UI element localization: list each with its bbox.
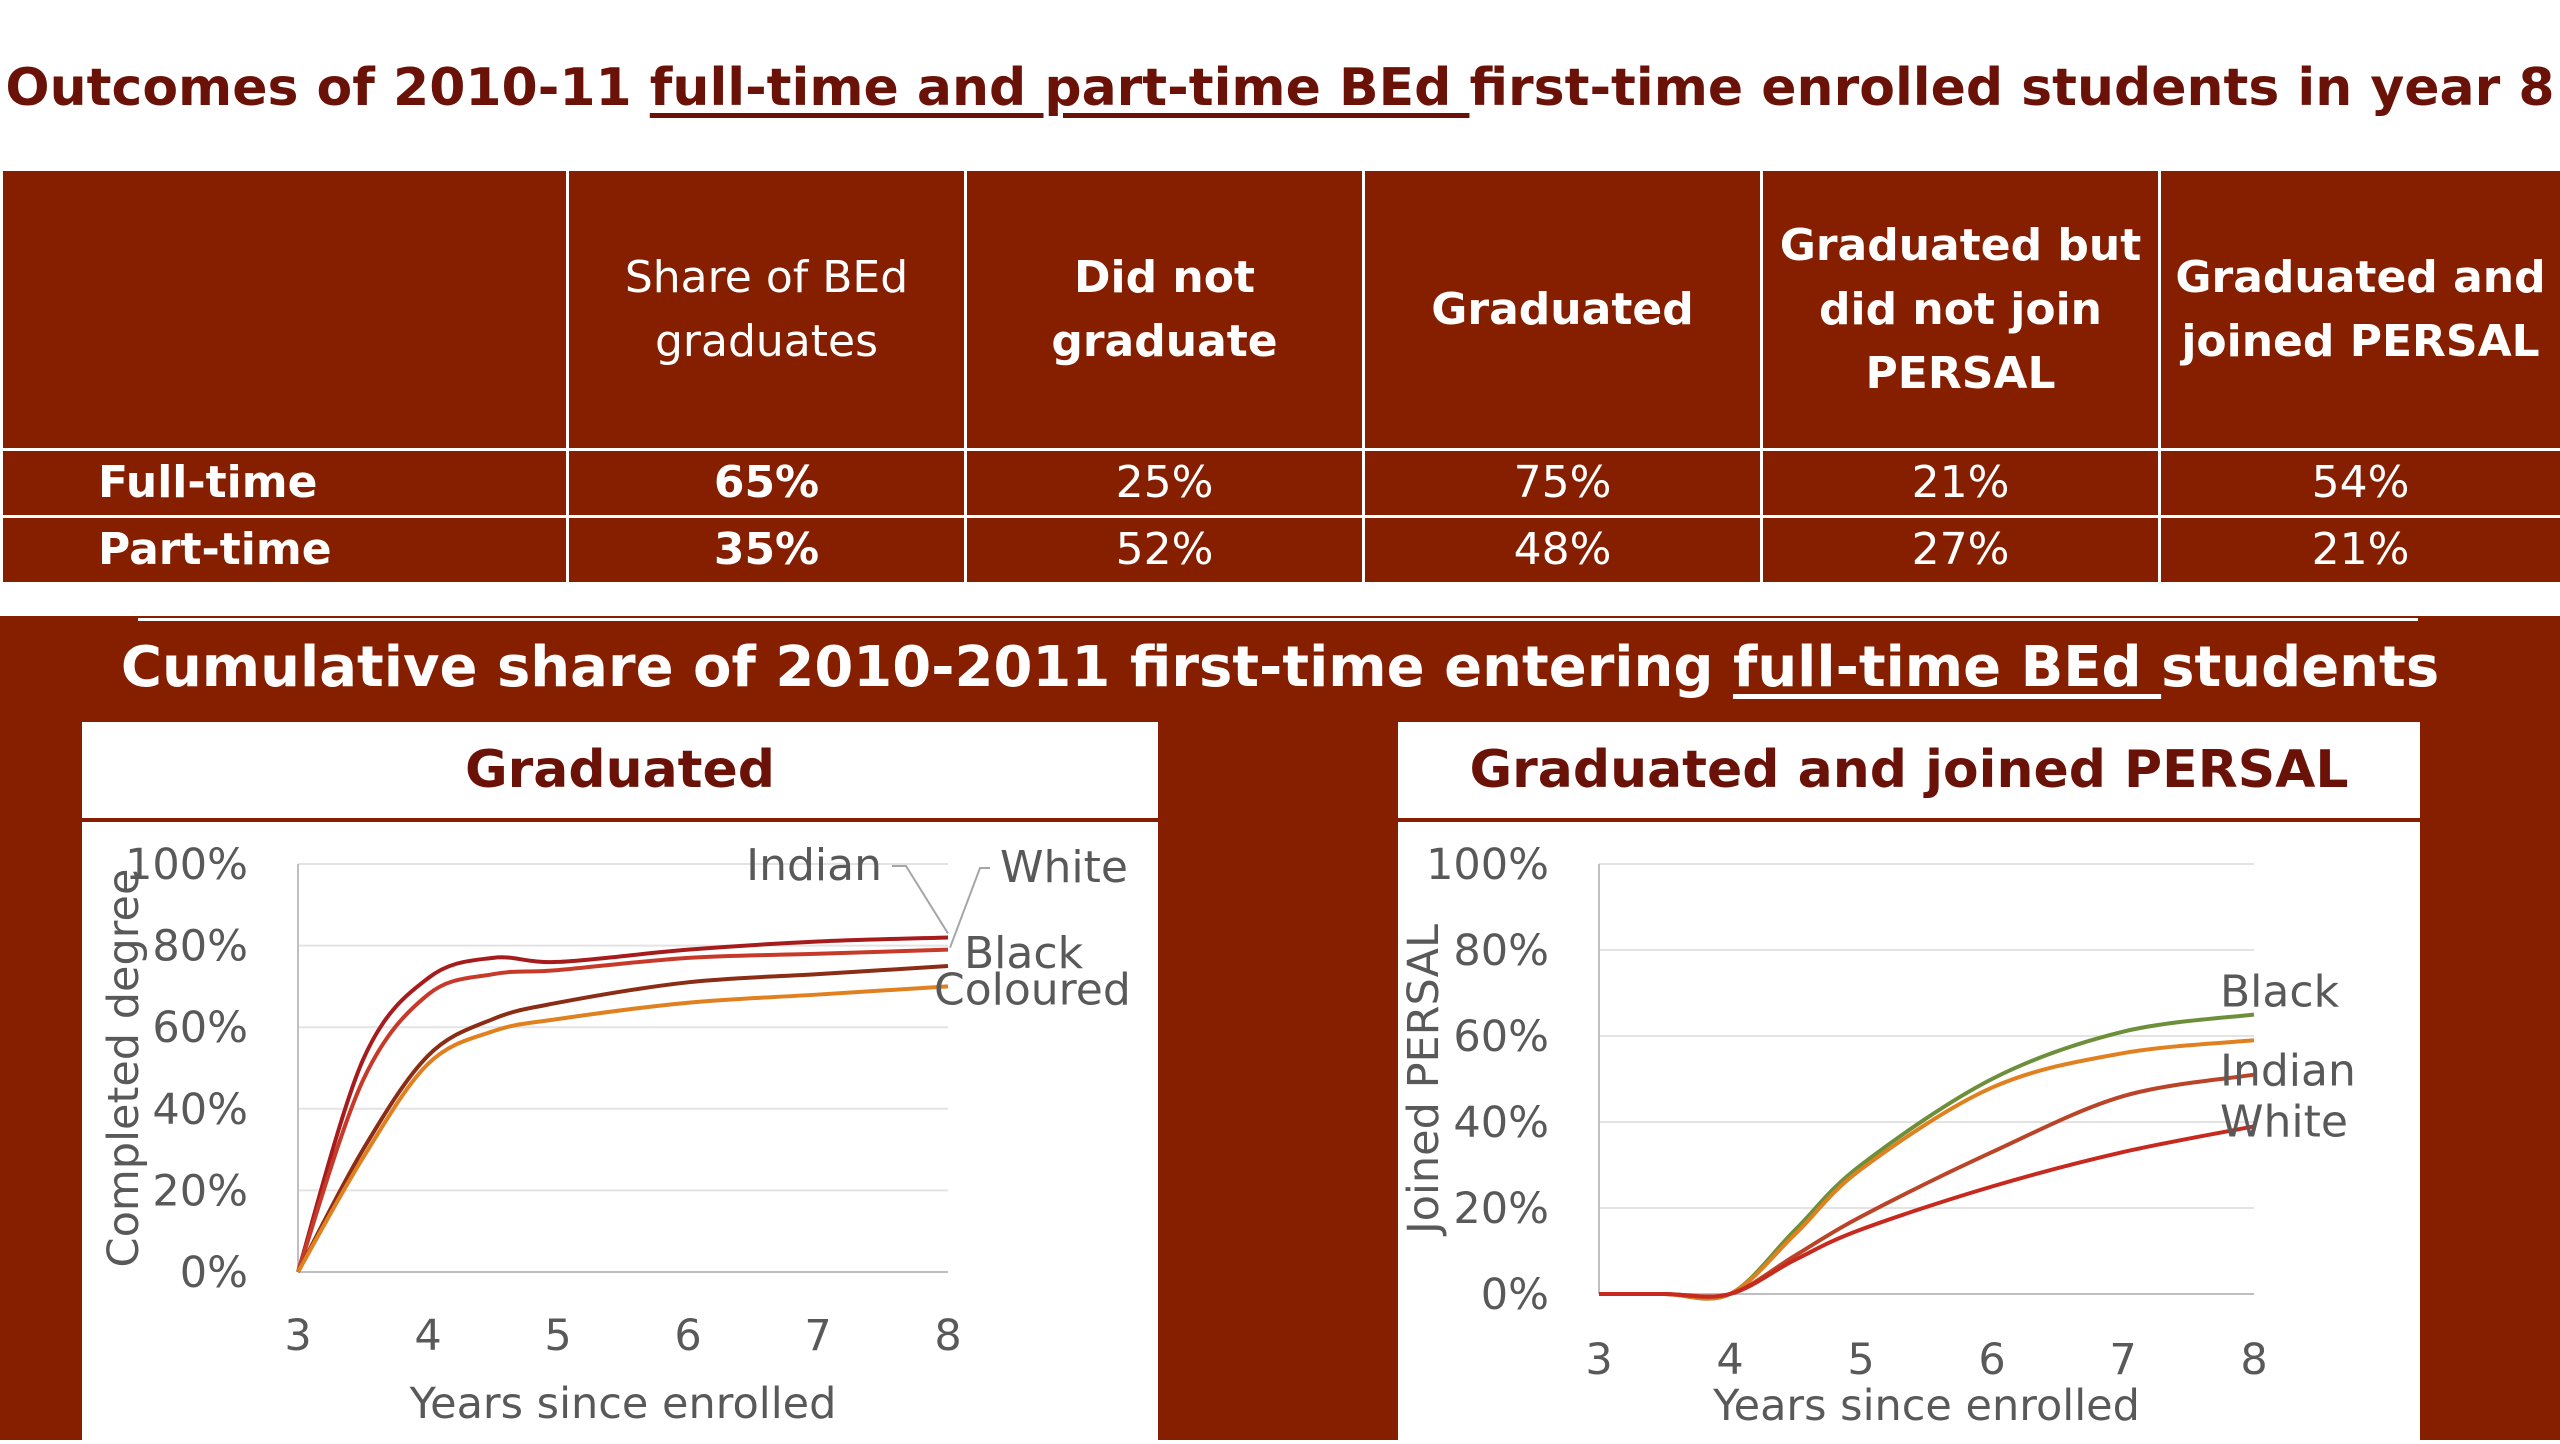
page-title: Outcomes of 2010-11 full-time and part-t… [0, 58, 2560, 118]
table-cell: 65% [568, 450, 966, 517]
row-label: Full-time [2, 450, 568, 517]
series-line-unlabelled [1599, 1126, 2254, 1296]
table-cell: 21% [2160, 517, 2560, 584]
table-cell: 25% [966, 450, 1364, 517]
series-label: Coloured [934, 964, 1131, 1015]
chart-title-persal: Graduated and joined PERSAL [1398, 722, 2420, 822]
y-tick-label: 100% [1426, 840, 1549, 890]
section-title-part: Cumulative share of 2010-2011 first-time… [121, 635, 1733, 700]
table-cell: 21% [1762, 450, 2160, 517]
x-tick-label: 6 [674, 1311, 701, 1361]
title-part: Outcomes of 2010-11 [5, 58, 649, 118]
table-cell: 48% [1364, 517, 1762, 584]
header-cell: Graduated [1364, 170, 1762, 450]
table-cell: 54% [2160, 450, 2560, 517]
x-tick-label: 8 [934, 1311, 961, 1361]
y-tick-label: 40% [152, 1085, 248, 1135]
series-label: Black [2220, 967, 2340, 1018]
x-tick-label: 5 [1847, 1335, 1874, 1385]
y-tick-label: 20% [152, 1166, 248, 1216]
section-title-underlined: full-time BEd [1733, 635, 2161, 700]
x-tick-label: 5 [544, 1311, 571, 1361]
y-tick-label: 0% [1481, 1270, 1549, 1320]
x-tick-label: 8 [2240, 1335, 2267, 1385]
row-label: Part-time [2, 517, 568, 584]
table-row: Part-time 35% 52% 48% 27% 21% [2, 517, 2560, 584]
x-tick-label: 6 [1978, 1335, 2005, 1385]
x-tick-label: 3 [1585, 1335, 1612, 1385]
table-cell: 35% [568, 517, 966, 584]
band-divider [138, 618, 2418, 621]
y-tick-label: 60% [152, 1003, 248, 1053]
y-axis-title: Joined PERSAL [1399, 924, 1449, 1237]
x-tick-label: 3 [284, 1311, 311, 1361]
table-header-row: Share of BEd graduates Did not graduate … [2, 170, 2560, 450]
chart-title-graduated: Graduated [82, 722, 1158, 822]
y-tick-label: 80% [152, 922, 248, 972]
section-title: Cumulative share of 2010-2011 first-time… [0, 635, 2560, 700]
y-tick-label: 60% [1453, 1012, 1549, 1062]
title-underlined: full-time and part-time BEd [650, 58, 1470, 118]
header-cell [2, 170, 568, 450]
section-title-part: students [2161, 635, 2439, 700]
y-tick-label: 20% [1453, 1184, 1549, 1234]
header-cell: Graduated and joined PERSAL [2160, 170, 2560, 450]
table-row: Full-time 65% 25% 75% 21% 54% [2, 450, 2560, 517]
x-tick-label: 4 [1716, 1335, 1743, 1385]
series-line-white [1599, 1075, 2254, 1297]
header-cell: Graduated but did not join PERSAL [1762, 170, 2160, 450]
chart-panel-persal: 0% 20% 40% 60% 80% 100% 3 4 5 6 7 8 Years since enro… [1398, 822, 2420, 1440]
persal-chart: 0% 20% 40% 60% 80% 100% 3 4 5 6 7 8 Years since enro… [1398, 822, 2420, 1440]
series-line-white [298, 950, 948, 1272]
x-tick-label: 7 [804, 1311, 831, 1361]
series-label: Indian [746, 840, 882, 891]
y-tick-label: 0% [180, 1248, 248, 1298]
y-axis-title: Completed degree [99, 869, 149, 1268]
title-part: first-time enrolled students in year 8 [1469, 58, 2554, 118]
series-line-indian [1599, 1040, 2254, 1298]
x-tick-label: 4 [414, 1311, 441, 1361]
table-cell: 52% [966, 517, 1364, 584]
series-label: White [2220, 1097, 2348, 1148]
x-tick-label: 7 [2109, 1335, 2136, 1385]
leader-line [892, 866, 948, 933]
y-tick-label: 40% [1453, 1098, 1549, 1148]
outcomes-table: Share of BEd graduates Did not graduate … [0, 168, 2560, 585]
header-cell: Did not graduate [966, 170, 1364, 450]
table-cell: 27% [1762, 517, 2160, 584]
table-cell: 75% [1364, 450, 1762, 517]
x-axis-title: Years since enrolled [1712, 1381, 2140, 1431]
x-axis-title: Years since enrolled [409, 1379, 837, 1429]
series-label: Indian [2220, 1045, 2356, 1096]
series-label: White [1000, 842, 1128, 893]
y-tick-label: 80% [1453, 926, 1549, 976]
series-line-black [1599, 1015, 2254, 1299]
header-cell: Share of BEd graduates [568, 170, 966, 450]
